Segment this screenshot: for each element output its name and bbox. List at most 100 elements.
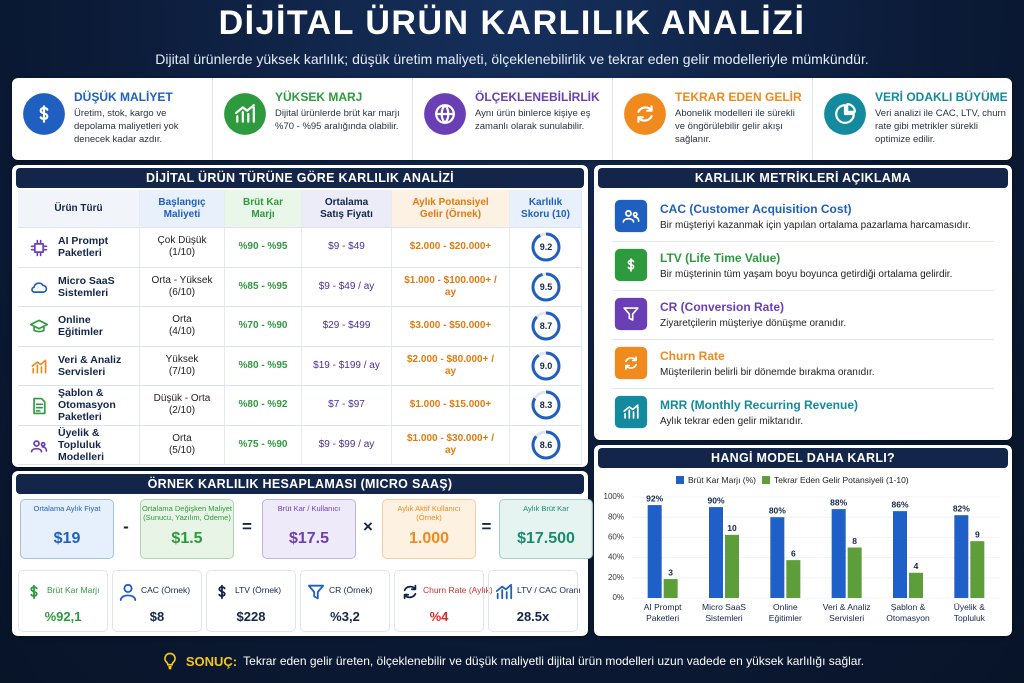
footer-label: SONUÇ: xyxy=(185,653,238,669)
table-cell: $9 - $49 / ay xyxy=(302,267,392,307)
score-cell: 9.5 xyxy=(510,267,582,307)
data-label: 10 xyxy=(727,523,737,533)
calc-label: Brüt Kar / Kullanıcı xyxy=(277,504,341,513)
calc-value: $17.5 xyxy=(288,530,330,547)
icon-path xyxy=(30,239,48,257)
icon-path xyxy=(627,258,635,272)
page-title: DİJİTAL ÜRÜN KARLILIK ANALİZİ xyxy=(218,4,806,42)
table-cell: %85 - %95 xyxy=(225,267,302,307)
kpi-label: Churn Rate (Aylık) xyxy=(423,585,493,595)
icon-path xyxy=(30,439,48,453)
calc-value: $1.5 xyxy=(171,530,203,547)
icon xyxy=(624,93,666,135)
kpi-box: CR (Örnek) %3,2 xyxy=(300,570,390,632)
icon-path xyxy=(39,105,49,123)
icon-bg xyxy=(614,346,648,380)
x-tick-label: Şablon & Otomasyon xyxy=(886,602,930,623)
icon xyxy=(119,583,137,601)
score-gauge: 8.3 xyxy=(531,390,560,420)
score-gauge: 8.7 xyxy=(531,311,560,341)
icon-glyph xyxy=(218,584,226,600)
table-cell: $9 - $99 / ay xyxy=(302,425,392,465)
table-cell: %80 - %95 xyxy=(225,346,302,386)
score-gauge: 9.5 xyxy=(531,272,560,302)
row-name: Micro SaaS Sistemleri xyxy=(18,267,140,307)
bulb-icon xyxy=(164,652,176,670)
column-header: Ürün Türü xyxy=(18,190,140,228)
features-panel: DÜŞÜK MALİYET Üretim, stok, kargo ve depo… xyxy=(12,78,1012,160)
feature-title: VERİ ODAKLI BÜYÜME xyxy=(875,90,1008,104)
icon xyxy=(614,199,648,233)
icon-path xyxy=(307,584,325,600)
table-cell: Orta - Yüksek (6/10) xyxy=(140,267,225,307)
icon-path xyxy=(30,584,38,600)
score-gauge: 8.6 xyxy=(531,430,560,460)
calc-label: Ortalama Aylık Fiyat xyxy=(33,504,101,513)
legend-label: Brüt Kar Marjı (%) xyxy=(688,475,756,485)
gauge-arc xyxy=(531,272,560,302)
y-tick-label: 80% xyxy=(608,512,624,521)
x-tick-label: Micro SaaS Sistemleri xyxy=(702,602,746,623)
feature: DÜŞÜK MALİYET Üretim, stok, kargo ve depo… xyxy=(12,78,212,160)
x-tick-label: Üyelik & Topluluk xyxy=(953,602,985,623)
icon-glyph xyxy=(39,105,49,123)
operator: - xyxy=(123,517,129,536)
icon-path xyxy=(435,104,455,124)
icon xyxy=(218,584,226,600)
table-cell: $29 - $499 xyxy=(302,307,392,347)
metric-title: CAC (Customer Acquisition Cost) xyxy=(660,202,852,216)
icon-path xyxy=(235,104,255,123)
table-cell: %75 - %90 xyxy=(225,425,302,465)
icon xyxy=(23,93,65,135)
table-cell: $19 - $199 / ay xyxy=(302,346,392,386)
calc-value: $17.500 xyxy=(517,530,575,547)
data-label: 9 xyxy=(975,529,980,539)
icon-glyph xyxy=(637,105,653,123)
icon xyxy=(824,93,866,135)
icon-path xyxy=(623,307,639,321)
icon xyxy=(30,239,48,257)
icon-path xyxy=(625,356,637,370)
chart: 0% 20% 40% 60% 80% 100% Brüt Kar Marjı (%) Tekr… xyxy=(604,475,1000,602)
icon xyxy=(495,583,513,600)
icon-glyph xyxy=(625,356,637,370)
panel-title: DİJİTAL ÜRÜN TÜRÜNE GÖRE KARLILIK ANALİZ… xyxy=(16,168,584,188)
feature-text: Üretim, stok, kargo ve depolama maliyetl… xyxy=(74,108,179,145)
icon-path xyxy=(403,584,417,600)
feature: TEKRAR EDEN GELİR Abonelik modelleri ile … xyxy=(612,78,813,160)
icon-glyph xyxy=(403,584,417,600)
calc-label: Aylık Brüt Kar xyxy=(523,504,569,513)
calc-box: Ortalama Aylık Fiyat $19 xyxy=(20,499,114,559)
y-tick-label: 60% xyxy=(608,533,624,542)
table-cell: %90 - %95 xyxy=(225,228,302,268)
icon-bg xyxy=(614,297,648,331)
bar xyxy=(954,515,969,598)
kpi-value: %92,1 xyxy=(44,609,82,624)
column-header: Başlangıç Maliyeti xyxy=(140,190,225,228)
icon xyxy=(30,439,48,453)
operator: × xyxy=(363,517,373,536)
icon xyxy=(614,346,648,380)
kpi-box: Churn Rate (Aylık) %4 xyxy=(394,570,493,632)
icon xyxy=(31,359,47,374)
bar xyxy=(770,517,785,598)
operator: = xyxy=(242,517,252,536)
calc-value: 1.000 xyxy=(408,530,450,547)
calc-box: Aylık Aktif Kullanıcı (Örnek) 1.000 xyxy=(382,499,476,559)
icon-glyph xyxy=(235,104,255,123)
data-label: 80% xyxy=(769,505,786,515)
kpi-box: Brüt Kar Marjı %92,1 xyxy=(18,570,108,632)
icon-glyph xyxy=(623,404,639,419)
y-tick-label: 100% xyxy=(604,492,624,501)
icon-glyph xyxy=(495,583,513,600)
kpi-value: 28.5x xyxy=(516,609,550,624)
data-label: 82% xyxy=(953,503,970,513)
bulb-shape xyxy=(164,652,176,670)
score-gauge: 9.0 xyxy=(531,351,560,381)
icon-glyph xyxy=(33,397,46,415)
icon-bg xyxy=(614,199,648,233)
score-label: 9.5 xyxy=(539,282,552,292)
kpi-box: CAC (Örnek) $8 xyxy=(112,570,202,632)
table-cell: $9 - $49 xyxy=(302,228,392,268)
x-tick-label: Online Eğitimler xyxy=(768,602,802,623)
